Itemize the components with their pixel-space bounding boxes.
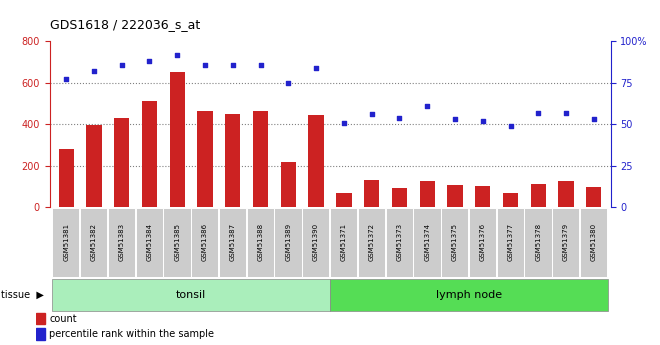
Bar bbox=[531, 184, 546, 207]
Text: GSM51382: GSM51382 bbox=[91, 223, 97, 262]
Bar bbox=[447, 185, 463, 207]
Bar bbox=[475, 186, 490, 207]
Point bbox=[339, 120, 349, 125]
Point bbox=[255, 62, 266, 67]
Text: tissue  ▶: tissue ▶ bbox=[1, 290, 44, 300]
FancyBboxPatch shape bbox=[385, 208, 412, 277]
FancyBboxPatch shape bbox=[302, 208, 329, 277]
Bar bbox=[86, 125, 102, 207]
Text: GSM51383: GSM51383 bbox=[119, 223, 125, 262]
Bar bbox=[392, 188, 407, 207]
Point bbox=[394, 115, 405, 120]
Bar bbox=[558, 181, 574, 207]
Text: GSM51390: GSM51390 bbox=[313, 223, 319, 262]
Text: GSM51386: GSM51386 bbox=[202, 223, 208, 262]
Point bbox=[561, 110, 572, 115]
FancyBboxPatch shape bbox=[52, 279, 330, 311]
Text: GSM51375: GSM51375 bbox=[452, 223, 458, 262]
Bar bbox=[197, 111, 213, 207]
Point bbox=[422, 103, 432, 109]
Point bbox=[506, 123, 516, 129]
Text: GSM51381: GSM51381 bbox=[63, 223, 69, 262]
Bar bbox=[225, 114, 240, 207]
Text: GDS1618 / 222036_s_at: GDS1618 / 222036_s_at bbox=[50, 18, 200, 31]
Point bbox=[589, 117, 599, 122]
Point bbox=[449, 117, 460, 122]
FancyBboxPatch shape bbox=[469, 208, 496, 277]
FancyBboxPatch shape bbox=[80, 208, 108, 277]
Point bbox=[477, 118, 488, 124]
FancyBboxPatch shape bbox=[52, 208, 79, 277]
Bar bbox=[36, 328, 46, 340]
Text: GSM51373: GSM51373 bbox=[397, 223, 403, 262]
Text: GSM51374: GSM51374 bbox=[424, 223, 430, 262]
FancyBboxPatch shape bbox=[219, 208, 246, 277]
FancyBboxPatch shape bbox=[191, 208, 218, 277]
Bar bbox=[142, 101, 157, 207]
Point bbox=[283, 80, 294, 86]
Bar bbox=[36, 313, 46, 324]
Text: GSM51371: GSM51371 bbox=[341, 223, 347, 262]
Point bbox=[366, 111, 377, 117]
Bar bbox=[586, 187, 601, 207]
Text: percentile rank within the sample: percentile rank within the sample bbox=[49, 329, 214, 339]
FancyBboxPatch shape bbox=[441, 208, 469, 277]
Text: count: count bbox=[49, 314, 77, 324]
Point bbox=[533, 110, 544, 115]
Point bbox=[311, 65, 321, 71]
Text: GSM51389: GSM51389 bbox=[285, 223, 291, 262]
Bar bbox=[503, 193, 518, 207]
FancyBboxPatch shape bbox=[525, 208, 552, 277]
Text: tonsil: tonsil bbox=[176, 290, 207, 300]
Bar bbox=[253, 111, 268, 207]
FancyBboxPatch shape bbox=[580, 208, 607, 277]
FancyBboxPatch shape bbox=[552, 208, 579, 277]
FancyBboxPatch shape bbox=[330, 279, 608, 311]
Point bbox=[172, 52, 183, 57]
Text: GSM51378: GSM51378 bbox=[535, 223, 541, 262]
FancyBboxPatch shape bbox=[275, 208, 302, 277]
Text: GSM51379: GSM51379 bbox=[563, 223, 569, 262]
FancyBboxPatch shape bbox=[330, 208, 357, 277]
Point bbox=[228, 62, 238, 67]
Point bbox=[144, 59, 154, 64]
FancyBboxPatch shape bbox=[164, 208, 191, 277]
Point bbox=[88, 68, 99, 74]
Bar bbox=[280, 162, 296, 207]
Bar bbox=[308, 115, 324, 207]
FancyBboxPatch shape bbox=[108, 208, 135, 277]
Text: GSM51387: GSM51387 bbox=[230, 223, 236, 262]
Text: GSM51376: GSM51376 bbox=[480, 223, 486, 262]
FancyBboxPatch shape bbox=[135, 208, 163, 277]
FancyBboxPatch shape bbox=[247, 208, 274, 277]
Bar bbox=[364, 180, 380, 207]
Text: GSM51377: GSM51377 bbox=[508, 223, 513, 262]
Bar bbox=[336, 193, 352, 207]
Point bbox=[116, 62, 127, 67]
Bar bbox=[170, 72, 185, 207]
Bar bbox=[420, 181, 435, 207]
Point bbox=[200, 62, 211, 67]
Text: lymph node: lymph node bbox=[436, 290, 502, 300]
Bar bbox=[114, 118, 129, 207]
Text: GSM51384: GSM51384 bbox=[147, 223, 152, 262]
FancyBboxPatch shape bbox=[413, 208, 440, 277]
Bar bbox=[59, 149, 74, 207]
Text: GSM51372: GSM51372 bbox=[369, 223, 375, 262]
FancyBboxPatch shape bbox=[496, 208, 524, 277]
Text: GSM51388: GSM51388 bbox=[257, 223, 263, 262]
Text: GSM51385: GSM51385 bbox=[174, 223, 180, 262]
Point bbox=[61, 77, 71, 82]
Text: GSM51380: GSM51380 bbox=[591, 223, 597, 262]
FancyBboxPatch shape bbox=[358, 208, 385, 277]
